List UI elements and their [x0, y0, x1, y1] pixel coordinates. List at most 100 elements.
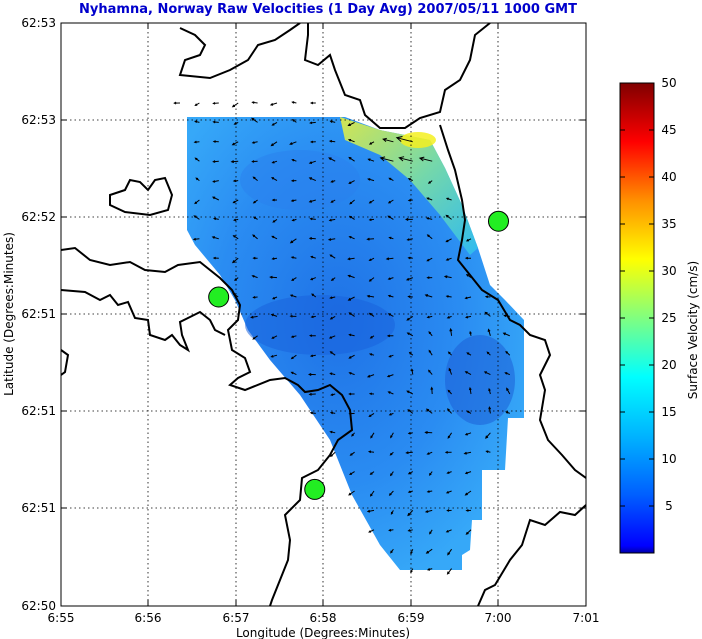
velocity-vector — [291, 277, 297, 281]
velocity-vector — [250, 315, 258, 319]
velocity-vector — [443, 275, 452, 279]
velocity-vector — [369, 471, 375, 475]
velocity-vector — [213, 217, 219, 221]
velocity-vector — [329, 120, 336, 123]
velocity-vector — [193, 140, 200, 144]
velocity-vector — [309, 334, 316, 338]
velocity-vector — [395, 136, 413, 143]
velocity-vector — [272, 218, 278, 223]
velocity-vector — [369, 335, 375, 339]
velocity-vector — [291, 218, 297, 222]
velocity-vector — [368, 412, 375, 417]
velocity-vector — [289, 238, 297, 244]
velocity-vector — [449, 327, 453, 336]
velocity-vector — [465, 273, 472, 279]
velocity-vector — [212, 180, 219, 183]
velocity-vector — [329, 372, 336, 376]
velocity-vector — [368, 312, 375, 317]
velocity-vector — [426, 451, 433, 455]
velocity-vector — [426, 276, 433, 279]
velocity-vector — [464, 256, 472, 260]
velocity-vector — [386, 374, 394, 378]
velocity-vector — [367, 178, 375, 182]
velocity-vector — [387, 294, 394, 298]
station-marker — [488, 210, 509, 232]
velocity-vector — [270, 354, 278, 358]
velocity-vector — [502, 332, 510, 337]
velocity-vector — [387, 313, 394, 317]
velocity-vector — [348, 372, 355, 376]
coastline — [61, 23, 586, 606]
velocity-vector — [212, 101, 219, 105]
velocity-vector — [410, 568, 414, 574]
velocity-vector — [428, 471, 433, 476]
velocity-vector — [444, 450, 452, 454]
velocity-vector — [483, 371, 491, 376]
velocity-vector — [388, 177, 394, 182]
station-marker — [304, 478, 326, 500]
velocity-vector — [330, 199, 336, 203]
x-tick-label: 6:57 — [223, 611, 250, 625]
velocity-vector — [405, 277, 413, 281]
velocity-vector — [310, 255, 316, 259]
velocity-vector — [390, 432, 394, 439]
velocity-vector — [407, 510, 414, 517]
velocity-vector — [446, 471, 452, 474]
x-tick-label: 6:55 — [48, 611, 75, 625]
velocity-vector — [252, 216, 258, 220]
velocity-vector — [368, 257, 375, 261]
velocity-vector — [398, 156, 413, 162]
velocity-vector — [426, 234, 433, 240]
velocity-vector — [348, 215, 355, 220]
velocity-vector — [194, 199, 200, 205]
velocity-vector — [366, 509, 375, 513]
velocity-vector — [234, 277, 239, 281]
velocity-vector — [388, 490, 394, 496]
velocity-vector — [251, 117, 258, 123]
velocity-vector — [407, 295, 413, 299]
velocity-vector — [272, 296, 278, 300]
velocity-vector — [407, 178, 414, 182]
velocity-vector — [370, 432, 375, 439]
velocity-field-slow-core-2 — [445, 335, 515, 425]
velocity-vector — [465, 238, 472, 242]
velocity-field-fast-core — [400, 132, 436, 148]
velocity-vector — [308, 237, 316, 240]
velocity-vector — [446, 408, 452, 414]
velocity-vector — [465, 509, 472, 512]
velocity-vector — [309, 354, 316, 358]
velocity-vector — [232, 179, 239, 183]
velocity-vector — [366, 294, 375, 298]
velocity-vector — [389, 471, 394, 477]
velocity-vector — [348, 236, 355, 240]
velocity-vector — [349, 471, 355, 475]
velocity-vector — [407, 198, 413, 202]
velocity-vector — [347, 296, 355, 301]
velocity-vector — [348, 490, 355, 496]
velocity-vector — [369, 353, 375, 356]
velocity-vector — [405, 217, 413, 221]
velocity-vector — [291, 119, 297, 123]
velocity-vector — [389, 451, 394, 456]
velocity-vector — [233, 218, 239, 222]
velocity-vector — [486, 351, 491, 356]
velocity-vector — [425, 548, 433, 554]
velocity-vector — [289, 314, 297, 318]
velocity-vector — [194, 120, 200, 123]
velocity-vector — [290, 354, 297, 360]
velocity-vector — [348, 333, 355, 337]
velocity-vector — [271, 198, 278, 202]
velocity-field-slow-core-3 — [240, 150, 360, 210]
velocity-vector — [271, 235, 278, 240]
velocity-vector — [308, 372, 316, 377]
velocity-vector — [488, 406, 492, 414]
velocity-vector — [390, 510, 394, 515]
velocity-vector — [487, 328, 491, 336]
colorbar-tick-label: 40 — [661, 170, 676, 184]
velocity-vector — [309, 217, 316, 221]
velocity-vector — [388, 354, 394, 358]
coastline-north-island — [178, 23, 301, 80]
velocity-vector — [466, 410, 472, 414]
velocity-vector — [464, 490, 472, 496]
velocity-vector — [447, 432, 453, 439]
